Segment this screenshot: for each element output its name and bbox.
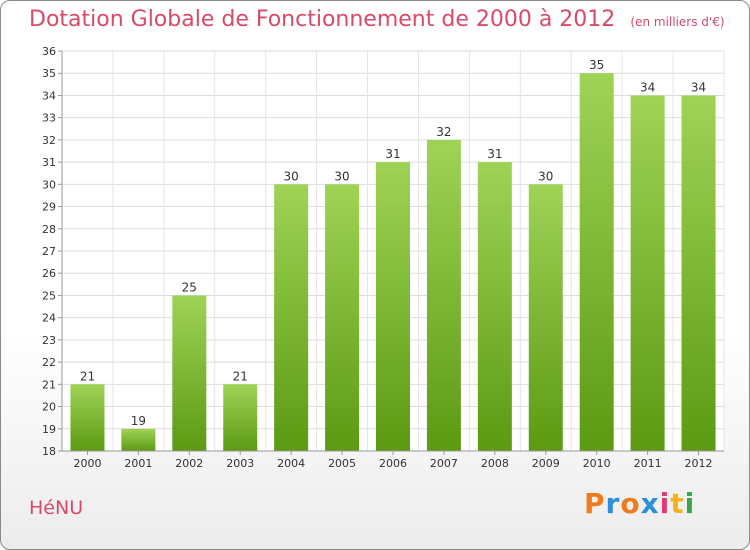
logo-letter: o bbox=[620, 487, 641, 520]
y-tick-label: 26 bbox=[42, 267, 56, 280]
logo-letter: r bbox=[605, 487, 621, 520]
bar bbox=[325, 184, 360, 452]
x-tick-label: 2012 bbox=[685, 457, 713, 470]
bar bbox=[579, 73, 614, 451]
y-tick-label: 23 bbox=[42, 334, 56, 347]
bar-value-label: 19 bbox=[131, 414, 146, 428]
y-tick-label: 19 bbox=[42, 423, 56, 436]
x-tick-label: 2002 bbox=[175, 457, 203, 470]
logo-letter: i bbox=[659, 487, 671, 520]
logo-letter: t bbox=[670, 487, 685, 520]
x-tick-label: 2004 bbox=[277, 457, 305, 470]
y-tick-label: 29 bbox=[42, 201, 56, 214]
x-tick-label: 2006 bbox=[379, 457, 407, 470]
bar-value-label: 25 bbox=[182, 280, 197, 294]
x-tick-label: 2010 bbox=[583, 457, 611, 470]
bar bbox=[528, 184, 563, 452]
bar bbox=[70, 384, 105, 451]
bar-value-label: 21 bbox=[80, 369, 95, 383]
bar-value-label: 35 bbox=[589, 58, 604, 72]
x-tick-label: 2008 bbox=[481, 457, 509, 470]
bar bbox=[121, 428, 156, 451]
bar bbox=[477, 162, 512, 451]
x-tick-label: 2011 bbox=[634, 457, 662, 470]
bar-value-label: 31 bbox=[385, 147, 400, 161]
y-tick-label: 22 bbox=[42, 356, 56, 369]
bar-value-label: 32 bbox=[436, 125, 451, 139]
y-tick-label: 21 bbox=[42, 378, 56, 391]
y-tick-label: 30 bbox=[42, 178, 56, 191]
bar-value-label: 34 bbox=[640, 80, 655, 94]
y-tick-label: 32 bbox=[42, 134, 56, 147]
x-tick-label: 2009 bbox=[532, 457, 560, 470]
y-tick-label: 31 bbox=[42, 156, 56, 169]
y-tick-label: 27 bbox=[42, 245, 56, 258]
logo-letter: P bbox=[584, 487, 606, 520]
bar bbox=[172, 295, 207, 451]
x-tick-label: 2000 bbox=[73, 457, 101, 470]
logo-letter: i bbox=[684, 487, 696, 520]
proxiti-logo: Proxiti bbox=[584, 487, 695, 520]
commune-name: HéNU bbox=[29, 497, 84, 519]
logo-letter: x bbox=[640, 487, 660, 520]
bar-value-label: 21 bbox=[233, 369, 248, 383]
y-tick-label: 28 bbox=[42, 223, 56, 236]
bar bbox=[376, 162, 410, 451]
y-tick-label: 35 bbox=[42, 67, 56, 80]
x-tick-label: 2003 bbox=[226, 457, 254, 470]
bar-value-label: 30 bbox=[334, 169, 349, 183]
bar-value-label: 30 bbox=[538, 169, 553, 183]
y-tick-label: 34 bbox=[42, 89, 56, 102]
y-tick-label: 24 bbox=[42, 312, 56, 325]
bar bbox=[681, 95, 716, 451]
y-tick-label: 18 bbox=[42, 445, 56, 458]
x-tick-label: 2007 bbox=[430, 457, 458, 470]
bar bbox=[274, 184, 309, 452]
bar-value-label: 31 bbox=[487, 147, 502, 161]
bar-value-label: 30 bbox=[284, 169, 299, 183]
bar-value-label: 34 bbox=[691, 80, 706, 94]
bar bbox=[426, 139, 461, 451]
chart-title-unit: (en milliers d'€) bbox=[630, 15, 725, 29]
y-tick-label: 36 bbox=[42, 45, 56, 58]
y-tick-label: 25 bbox=[42, 289, 56, 302]
y-tick-label: 33 bbox=[42, 112, 56, 125]
x-tick-label: 2005 bbox=[328, 457, 356, 470]
x-tick-label: 2001 bbox=[124, 457, 152, 470]
chart-title: Dotation Globale de Fonctionnement de 20… bbox=[29, 7, 725, 32]
y-tick-label: 20 bbox=[42, 401, 56, 414]
chart-title-main: Dotation Globale de Fonctionnement de 20… bbox=[29, 7, 616, 32]
bar bbox=[630, 95, 665, 451]
bar bbox=[223, 384, 258, 451]
